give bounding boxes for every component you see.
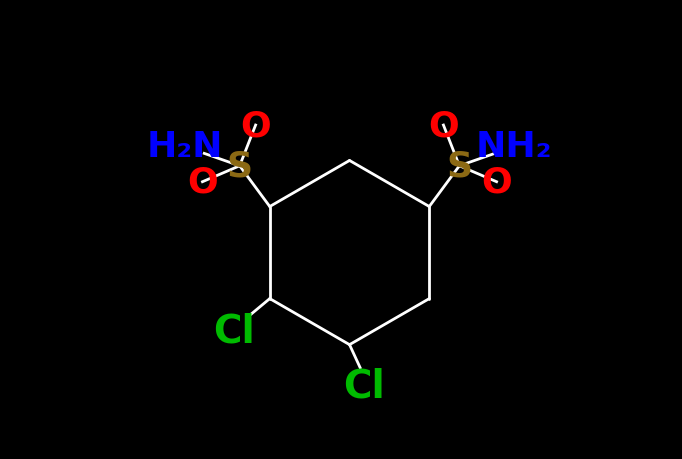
Text: S: S [226, 150, 253, 184]
Text: Cl: Cl [213, 312, 255, 350]
Text: Cl: Cl [343, 367, 385, 404]
Text: O: O [428, 109, 459, 143]
Text: NH₂: NH₂ [476, 130, 552, 164]
Text: H₂N: H₂N [147, 130, 223, 164]
Text: O: O [481, 165, 512, 199]
Text: O: O [187, 165, 218, 199]
Text: S: S [446, 150, 473, 184]
Text: O: O [240, 109, 271, 143]
